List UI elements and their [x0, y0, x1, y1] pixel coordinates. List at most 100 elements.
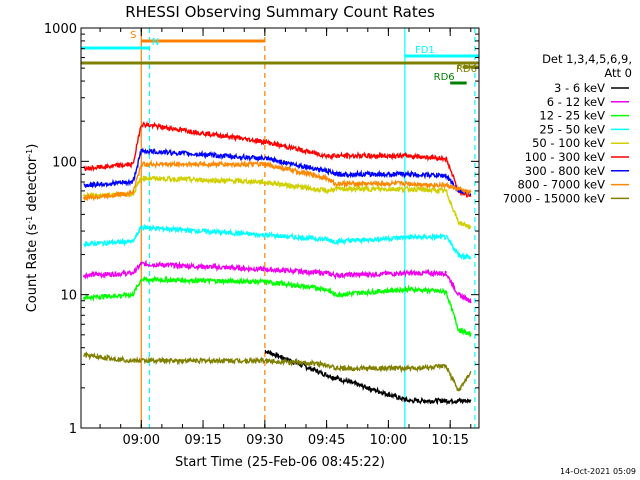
x-tick-label: 09:15: [184, 433, 221, 448]
legend-header: Det 1,3,4,5,6,9,: [542, 52, 632, 66]
legend-label: 6 - 12 keV: [547, 95, 605, 109]
series-line: [445, 181, 460, 192]
plot-frame: 1 10 100 1000 09:00 09:15 09:30 09:45 10:00 10:15: [44, 22, 480, 448]
series-line: [445, 273, 460, 297]
series-line: [325, 236, 336, 245]
series-line: [445, 365, 460, 391]
x-tick-label: 09:00: [123, 433, 160, 448]
series-line: [408, 285, 447, 297]
series-line: [141, 147, 266, 163]
legend-label: 300 - 800 keV: [525, 164, 605, 178]
series-line: [408, 185, 447, 195]
series-line: [140, 275, 266, 287]
state-bars: SNFD1FD2RD6RD6: [81, 30, 479, 85]
series-800-7000-kev: [82, 159, 472, 202]
y-axis-label: Count Rate (s-1 detector-1): [25, 144, 41, 313]
series-line: [83, 351, 134, 364]
state-bar-label: N: [152, 37, 159, 48]
y-axis-label-part: detector: [25, 156, 40, 216]
series-line: [334, 169, 410, 179]
series-line: [334, 234, 410, 247]
series-line: [325, 270, 336, 278]
series-line: [264, 179, 328, 194]
x-tick-label: 09:45: [308, 433, 345, 448]
y-tick-label: 10: [60, 289, 77, 304]
series-line: [140, 259, 265, 273]
series-line: [132, 176, 142, 197]
legend-label: 50 - 100 keV: [532, 136, 605, 150]
y-axis-label-exponent: -1: [25, 149, 34, 157]
series-line: [325, 167, 336, 176]
series-line: [325, 186, 336, 195]
plot-border: [80, 27, 480, 429]
series-line: [132, 261, 142, 275]
series-line: [264, 278, 327, 293]
series-line: [458, 327, 472, 337]
series-6-12-kev: [82, 259, 472, 304]
series-line: [264, 231, 328, 243]
series-line: [82, 189, 134, 202]
series-line: [140, 174, 266, 186]
x-tick-label: 09:30: [246, 433, 283, 448]
series-line: [264, 357, 328, 369]
series-line: [334, 151, 410, 161]
series-line: [408, 152, 447, 163]
series-line: [408, 232, 447, 242]
series-line: [140, 356, 266, 366]
series-line: [408, 396, 472, 406]
series-12-25-kev: [82, 275, 472, 337]
x-tick-label: 10:00: [370, 433, 407, 448]
state-bar-label: RD6: [434, 72, 455, 83]
series-line: [457, 221, 472, 230]
series-line: [82, 290, 134, 302]
series-line: [264, 266, 328, 277]
series-25-50-kev: [83, 223, 472, 261]
series-3-6-kev: [264, 349, 472, 406]
series-line: [141, 120, 266, 146]
series-line: [325, 176, 336, 187]
series-line: [334, 363, 410, 374]
series-line: [445, 188, 460, 224]
series-line: [83, 178, 134, 189]
series-line: [408, 268, 447, 278]
x-tick-label: 10:15: [431, 433, 468, 448]
y-axis-label-exponent: -1: [25, 216, 34, 224]
series-line: [334, 284, 410, 299]
series-line: [325, 373, 410, 403]
series-line: [325, 363, 336, 371]
series-line: [457, 185, 472, 196]
legend-label: 7000 - 15000 keV: [503, 191, 605, 205]
series-line: [408, 170, 447, 180]
series-line: [132, 125, 142, 164]
y-axis-label-part: Count Rate (s: [25, 224, 40, 313]
series-line: [334, 269, 410, 281]
series-line: [132, 148, 142, 182]
legend-label: 100 - 300 keV: [525, 150, 605, 164]
footer-timestamp: 14-Oct-2021 05:09: [560, 467, 636, 476]
series-100-300-kev: [83, 120, 472, 199]
legend-header: Att 0: [604, 66, 632, 80]
series-line: [141, 223, 266, 240]
series-line: [334, 184, 410, 194]
x-axis-label: Start Time (25-Feb-06 08:45:22): [175, 455, 385, 470]
series-line: [132, 225, 142, 243]
series-line: [132, 165, 142, 195]
y-tick-label: 1000: [44, 22, 77, 37]
series-line: [325, 152, 336, 161]
legend-label: 12 - 25 keV: [539, 109, 605, 123]
legend-label: 3 - 6 keV: [554, 81, 605, 95]
series-line: [408, 363, 447, 373]
series-line: [264, 155, 328, 174]
y-tick-label: 1: [69, 422, 77, 437]
series-line: [457, 370, 472, 392]
y-axis-label-part: ): [25, 144, 40, 149]
series-line: [457, 251, 472, 261]
series-line: [334, 179, 410, 189]
series-line: [458, 291, 472, 304]
series-line: [445, 234, 460, 257]
series-line: [83, 161, 134, 173]
series-line: [326, 286, 336, 297]
state-bar-label: RD6: [456, 64, 477, 75]
